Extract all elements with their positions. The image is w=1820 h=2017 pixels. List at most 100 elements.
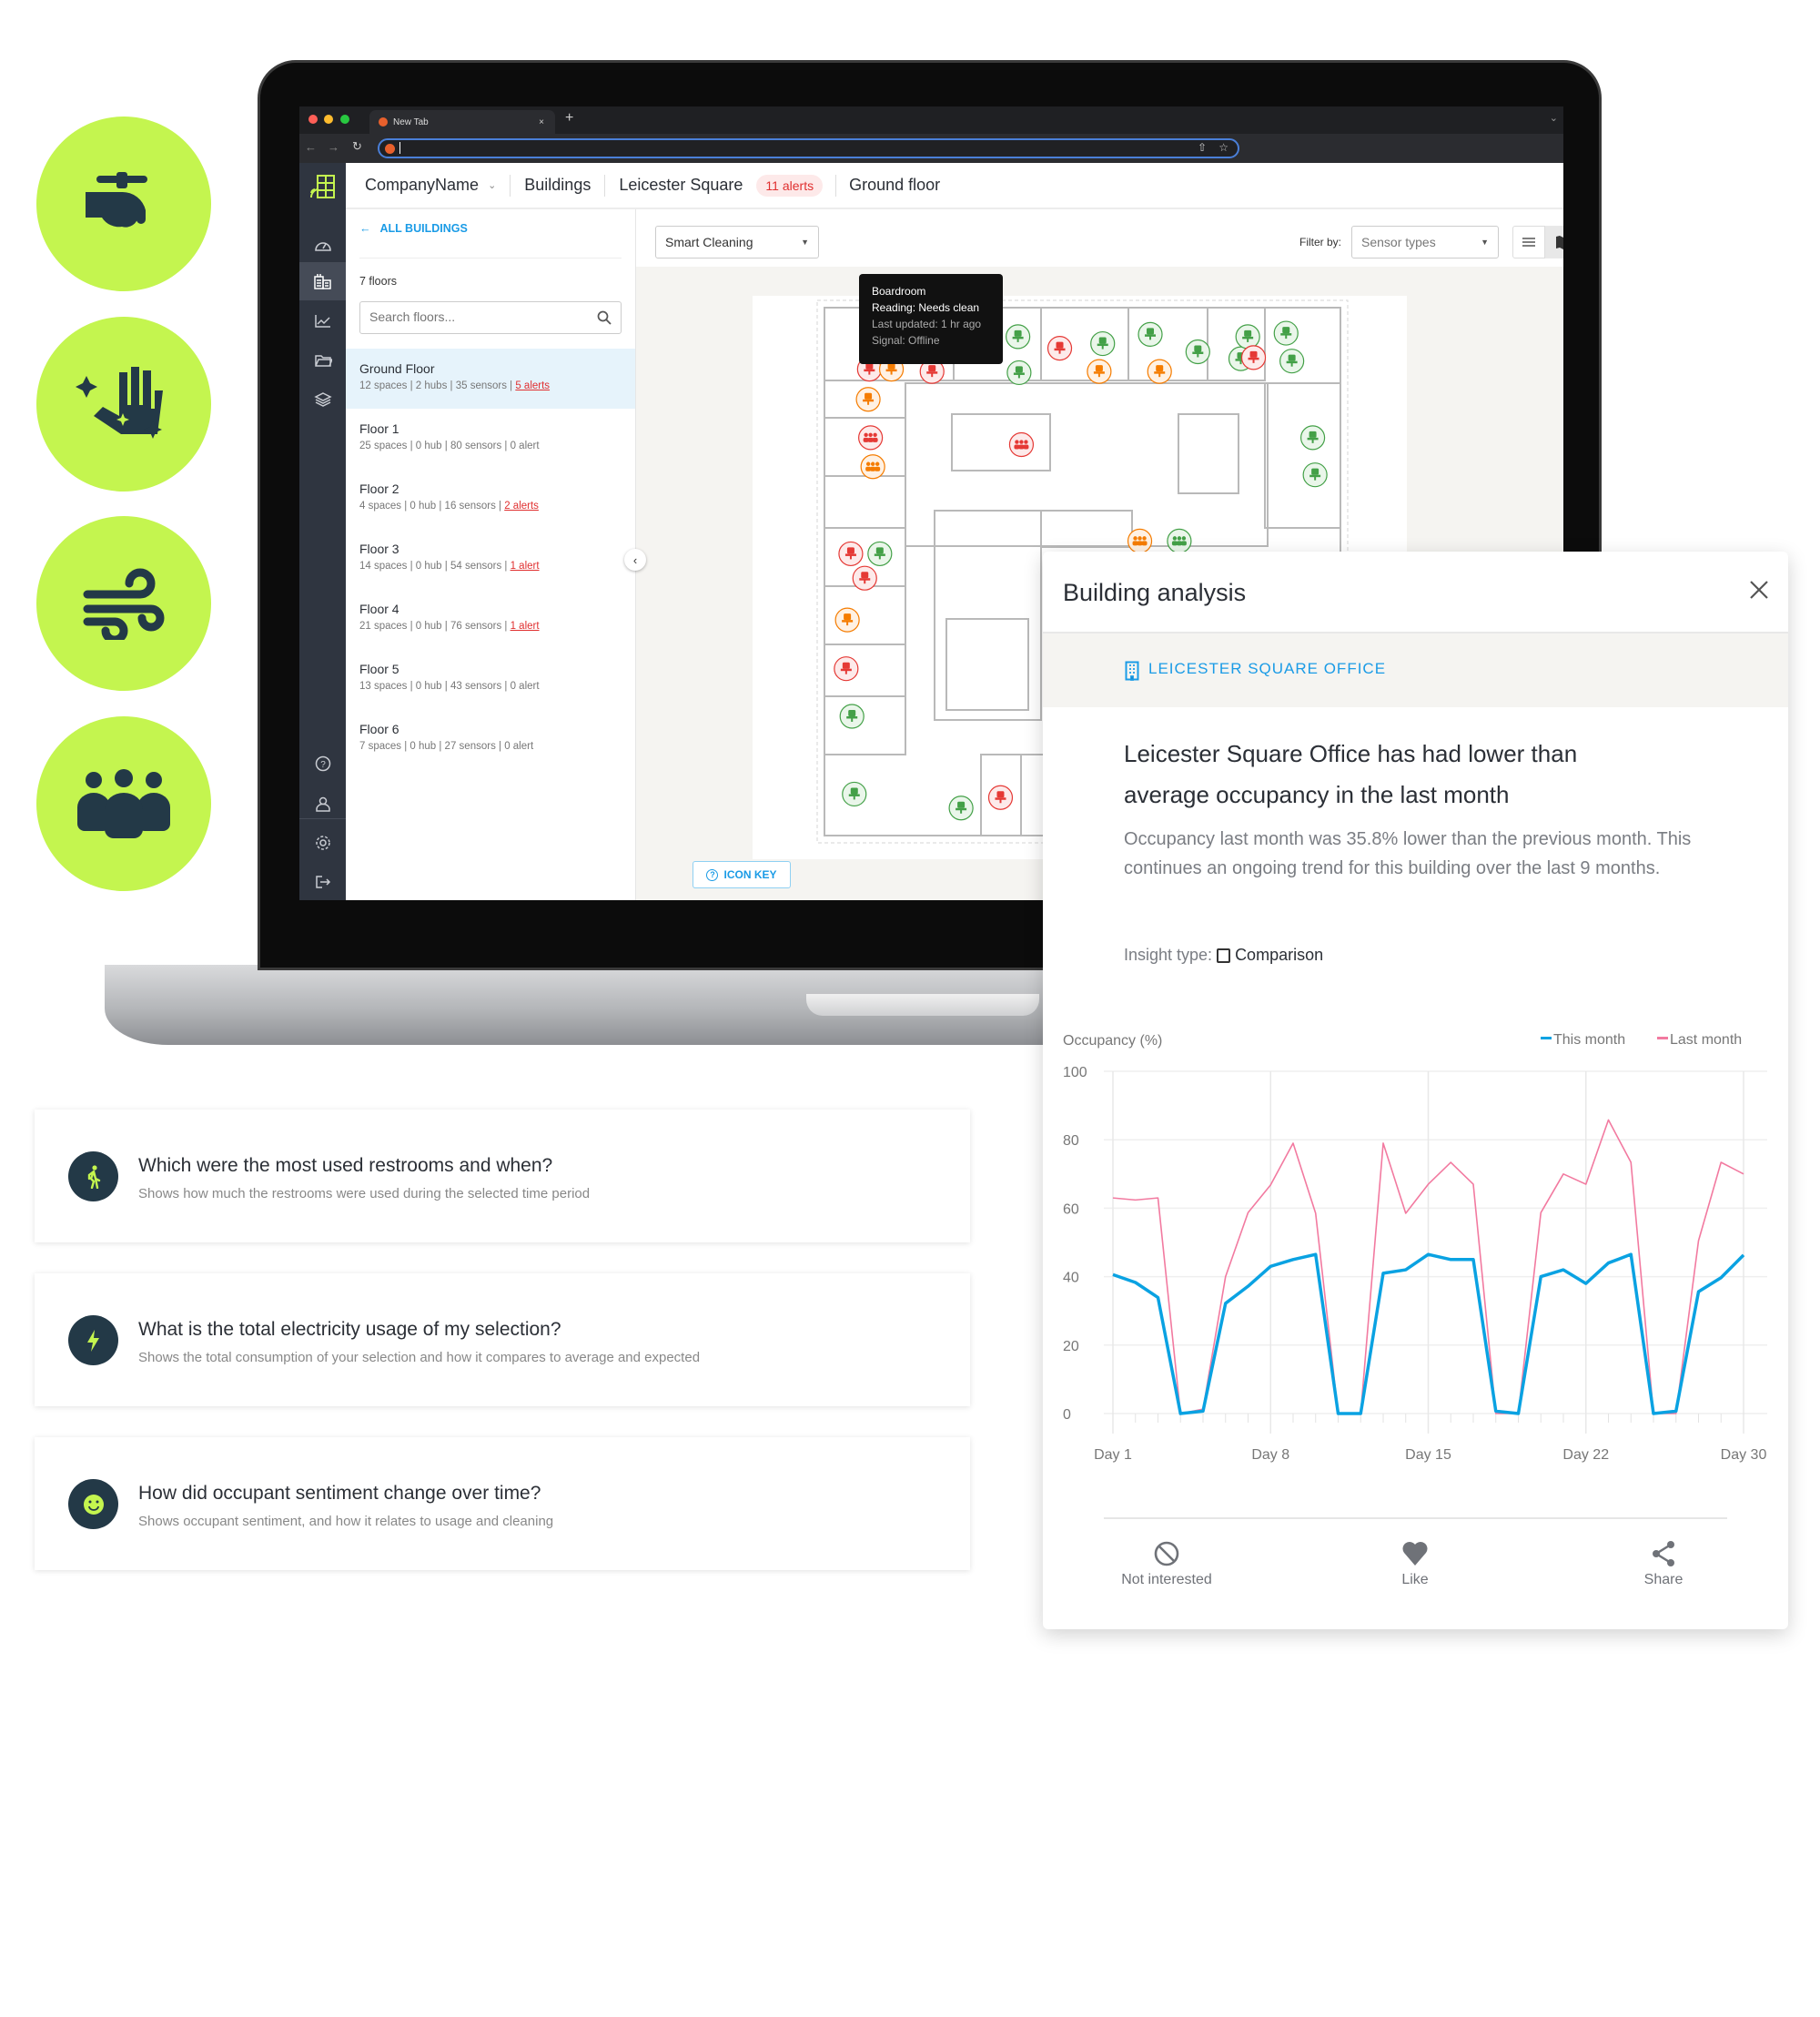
not-interested-button[interactable]: Not interested: [1094, 1540, 1239, 1588]
series-line-this-month: [1112, 1252, 1745, 1415]
address-input[interactable]: [399, 142, 400, 154]
company-name: CompanyName: [365, 176, 480, 194]
desk-sensor-marker[interactable]: [1240, 345, 1267, 370]
tab-list-chevron-icon[interactable]: ⌄: [1549, 113, 1558, 124]
insight-card[interactable]: How did occupant sentiment change over t…: [35, 1437, 970, 1570]
desk-sensor-marker[interactable]: [1006, 360, 1032, 386]
floor-list-item[interactable]: Floor 6 7 spaces | 0 hub | 27 sensors | 0…: [346, 709, 635, 769]
plan-room: [1264, 382, 1341, 529]
mode-select[interactable]: Smart Cleaning ▼: [655, 226, 819, 258]
desk-sensor-marker[interactable]: [834, 607, 860, 633]
desk-sensor-marker[interactable]: [834, 656, 859, 682]
reload-icon[interactable]: ↻: [352, 139, 362, 153]
floor-alerts-link[interactable]: 1 alert: [510, 561, 540, 572]
back-icon[interactable]: ←: [305, 140, 317, 154]
floor-alerts-link[interactable]: 2 alerts: [504, 501, 539, 512]
floor-plan[interactable]: [636, 267, 1563, 900]
desk-sensor-marker[interactable]: [855, 387, 881, 412]
sidebar-buildings[interactable]: [299, 262, 346, 300]
list-view-button[interactable]: [1512, 226, 1545, 258]
room-sensor-marker[interactable]: [860, 454, 885, 480]
floor-alerts-link[interactable]: 1 alert: [510, 621, 540, 632]
not-interested-label: Not interested: [1121, 1572, 1212, 1587]
breadcrumb-buildings[interactable]: Buildings: [511, 174, 606, 197]
like-button[interactable]: Like: [1342, 1540, 1488, 1588]
insight-card[interactable]: Which were the most used restrooms and w…: [35, 1110, 970, 1242]
share-page-icon[interactable]: ⇧: [1197, 141, 1207, 154]
sidebar-help[interactable]: ?: [299, 745, 346, 783]
breadcrumb-building[interactable]: Leicester Square: [605, 175, 756, 197]
desk-sensor-marker[interactable]: [838, 541, 864, 567]
breadcrumb-floor[interactable]: Ground floor: [835, 174, 954, 197]
desk-sensor-marker[interactable]: [1006, 324, 1031, 350]
filter-value: Sensor types: [1361, 235, 1436, 249]
sidebar-profile[interactable]: [299, 785, 346, 823]
forward-icon[interactable]: →: [328, 140, 339, 154]
floor-meta: 25 spaces | 0 hub | 80 sensors | 0 alert: [359, 441, 635, 451]
sidebar-dashboard[interactable]: [299, 226, 346, 264]
room-sensor-marker[interactable]: [1127, 528, 1153, 553]
insight-type-value: Comparison: [1235, 946, 1324, 964]
room-sensor-marker[interactable]: [1008, 431, 1035, 458]
bookmark-star-icon[interactable]: ☆: [1218, 141, 1228, 154]
desk-sensor-marker[interactable]: [1302, 462, 1328, 488]
sidebar-files[interactable]: [299, 341, 346, 380]
alerts-badge[interactable]: 11 alerts: [756, 174, 824, 197]
tooltip-signal: Signal: Offline: [872, 334, 940, 347]
floor-list-item[interactable]: Floor 2 4 spaces | 0 hub | 16 sensors | 2…: [346, 469, 635, 529]
maximize-window-button[interactable]: [340, 115, 349, 124]
close-icon[interactable]: [1749, 580, 1769, 600]
floor-list-item[interactable]: Ground Floor 12 spaces | 2 hubs | 35 sens…: [346, 349, 635, 409]
close-tab-icon[interactable]: ×: [539, 117, 544, 127]
desk-sensor-marker[interactable]: [867, 541, 893, 567]
desk-sensor-marker[interactable]: [987, 785, 1014, 810]
floor-list-item[interactable]: Floor 1 25 spaces | 0 hub | 80 sensors | …: [346, 409, 635, 469]
desk-sensor-marker[interactable]: [1087, 359, 1112, 384]
search-floors-input[interactable]: [369, 302, 588, 331]
desk-sensor-marker[interactable]: [1299, 425, 1326, 451]
desk-sensor-marker[interactable]: [1273, 320, 1299, 346]
laptop-notch: [806, 994, 1039, 1016]
all-buildings-label: ALL BUILDINGS: [379, 222, 468, 235]
floor-alerts-link[interactable]: 5 alerts: [515, 380, 551, 391]
all-buildings-link[interactable]: ← ALL BUILDINGS: [359, 222, 468, 235]
room-sensor-marker[interactable]: [858, 425, 884, 451]
desk-sensor-marker[interactable]: [1147, 359, 1172, 384]
floor-list-item[interactable]: Floor 5 13 spaces | 0 hub | 43 sensors | …: [346, 649, 635, 709]
desk-sensor-marker[interactable]: [852, 565, 877, 591]
desk-sensor-marker[interactable]: [842, 781, 867, 807]
sidebar-logout[interactable]: [299, 863, 346, 900]
minimize-window-button[interactable]: [324, 115, 333, 124]
search-icon[interactable]: [597, 310, 612, 325]
desk-sensor-marker[interactable]: [1090, 330, 1116, 357]
occupancy-chart: Occupancy (%) 0 20 40 60 80 100 Day 1 Day 8 Day 1…: [1063, 1032, 1767, 1463]
close-window-button[interactable]: [308, 115, 318, 124]
desk-sensor-marker[interactable]: [1138, 321, 1163, 347]
icon-key-button[interactable]: ? ICON KEY: [693, 861, 791, 888]
floor-list-item[interactable]: Floor 4 21 spaces | 0 hub | 76 sensors | …: [346, 589, 635, 649]
desk-sensor-marker[interactable]: [948, 796, 974, 821]
desk-sensor-marker[interactable]: [1185, 339, 1210, 365]
sidebar-settings[interactable]: [299, 824, 346, 862]
browser-tab[interactable]: New Tab ×: [369, 110, 555, 134]
insight-card[interactable]: What is the total electricity usage of m…: [35, 1273, 970, 1406]
desk-sensor-marker[interactable]: [1279, 349, 1305, 374]
company-selector[interactable]: CompanyName ⌄: [365, 174, 511, 197]
collapse-panel-button[interactable]: ‹: [624, 549, 646, 571]
layers-icon: [313, 392, 332, 407]
map-view-button[interactable]: [1545, 226, 1563, 258]
new-tab-button[interactable]: +: [565, 110, 574, 126]
desk-sensor-marker[interactable]: [1046, 336, 1073, 361]
sensor-type-filter[interactable]: Sensor types ▼: [1351, 226, 1499, 258]
floor-stats: 13 spaces | 0 hub | 43 sensors | 0 alert: [359, 681, 540, 692]
plan-room: [1178, 413, 1239, 494]
address-bar[interactable]: ⇧ ☆: [378, 138, 1239, 158]
desk-sensor-marker[interactable]: [839, 704, 864, 729]
sidebar-layers[interactable]: [299, 380, 346, 419]
floor-list-item[interactable]: Floor 3 14 spaces | 0 hub | 54 sensors | …: [346, 529, 635, 589]
app-logo[interactable]: [299, 163, 346, 209]
sidebar-analytics[interactable]: [299, 302, 346, 340]
room-sensor-marker[interactable]: [1167, 528, 1192, 553]
share-button[interactable]: Share: [1591, 1540, 1736, 1588]
desk-sensor-marker[interactable]: [1235, 324, 1260, 350]
